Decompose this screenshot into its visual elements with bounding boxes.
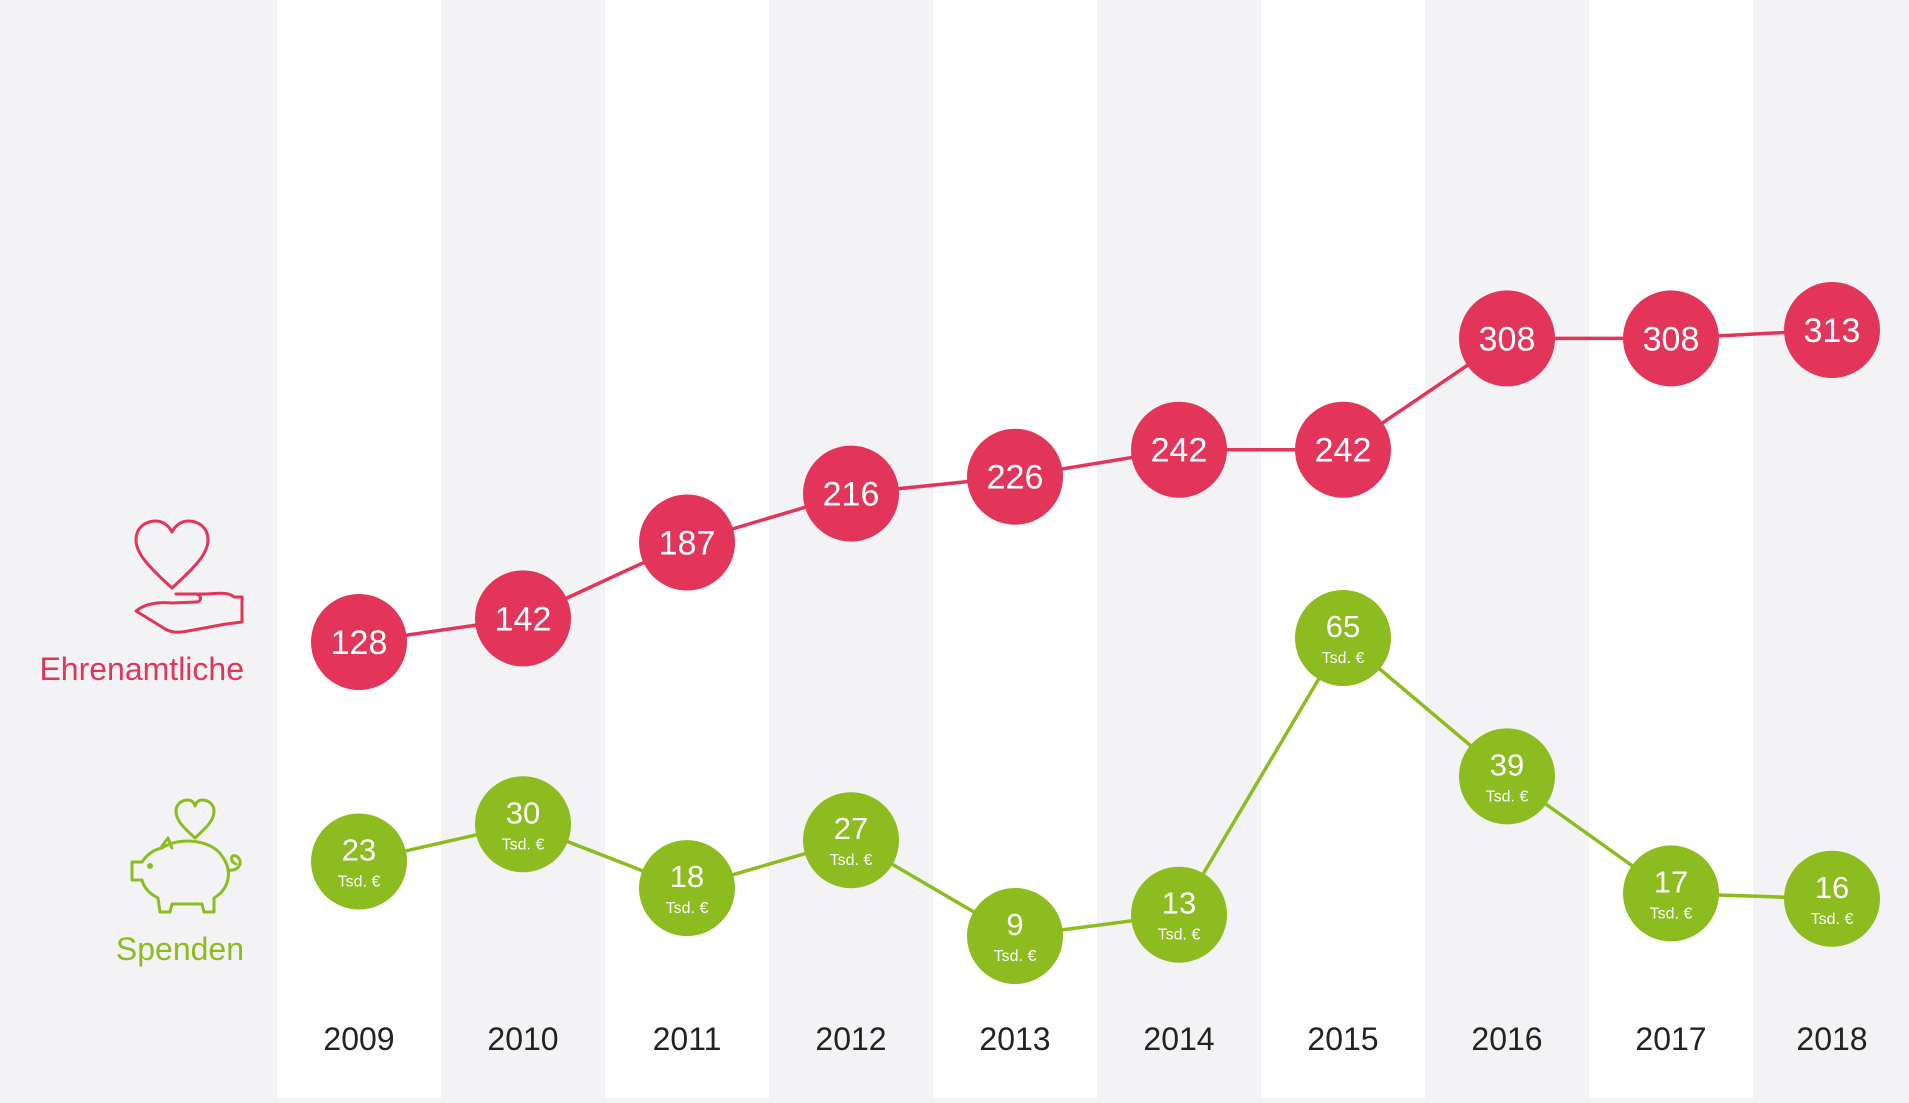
year-label-2017: 2017: [1635, 1021, 1706, 1057]
volunteers-value-label: 187: [659, 524, 716, 562]
donations-bubble: [639, 840, 735, 937]
donations-series-line: [358, 635, 1833, 938]
donations-value-label: 16: [1815, 870, 1849, 905]
donations-value-label: 30: [506, 795, 540, 830]
donations-unit-label: Tsd. €: [1322, 650, 1365, 667]
year-label-2014: 2014: [1143, 1021, 1214, 1057]
donations-bubble: [1131, 866, 1227, 963]
series-lines: [358, 328, 1833, 938]
donations-unit-label: Tsd. €: [338, 874, 381, 891]
donations-bubble: [967, 888, 1063, 984]
volunteers-point-2011: 187: [639, 494, 735, 591]
volunteers-bubble: [1131, 401, 1227, 498]
year-column-2015: [1261, 0, 1425, 1098]
donations-point-2017: 17 Tsd. €: [1623, 845, 1719, 942]
donations-bubble: [803, 792, 899, 889]
year-column-2009: [277, 0, 441, 1098]
volunteers-point-2010: 142: [475, 570, 571, 667]
donations-value-label: 18: [670, 859, 704, 894]
donations-bubble: [1295, 590, 1391, 686]
year-label-2011: 2011: [653, 1021, 722, 1057]
volunteers-point-2014: 242: [1131, 401, 1227, 498]
year-label-2010: 2010: [487, 1021, 558, 1057]
volunteers-point-2017: 308: [1623, 290, 1719, 387]
donations-bubble: [1784, 850, 1880, 947]
legend-label-donations: Spenden: [116, 931, 244, 967]
volunteers-bubble: [639, 494, 735, 591]
volunteers-value-label: 308: [1643, 320, 1700, 358]
volunteers-value-label: 226: [987, 459, 1044, 497]
donations-bubble: [311, 813, 407, 910]
volunteers-value-label: 242: [1151, 432, 1208, 470]
donations-value-label: 13: [1162, 886, 1196, 921]
donations-value-label: 17: [1654, 864, 1688, 899]
donations-unit-label: Tsd. €: [1158, 927, 1201, 944]
volunteers-point-2012: 216: [803, 445, 899, 542]
donations-point-2016: 39 Tsd. €: [1459, 728, 1555, 825]
donations-unit-label: Tsd. €: [1811, 911, 1854, 928]
donations-point-2012: 27 Tsd. €: [803, 792, 899, 889]
year-label-2012: 2012: [815, 1021, 886, 1057]
volunteers-point-2015: 242: [1295, 401, 1391, 498]
x-axis-tick-labels: 2009 2010 2011 2012 2013 2014 2015 2016 2017 2018: [323, 1021, 1867, 1057]
donations-point-2015: 65 Tsd. €: [1295, 590, 1391, 686]
donations-point-2014: 13 Tsd. €: [1131, 866, 1227, 963]
donations-unit-label: Tsd. €: [1486, 788, 1529, 805]
piggy-bank-heart-icon: [130, 798, 242, 914]
donations-value-label: 23: [342, 833, 376, 868]
donations-point-2011: 18 Tsd. €: [639, 840, 735, 937]
donations-value-label: 27: [834, 811, 868, 846]
volunteers-series-line: [358, 328, 1833, 644]
volunteers-value-label: 308: [1479, 320, 1536, 358]
volunteers-value-label: 216: [823, 476, 880, 514]
volunteers-bubble: [1459, 290, 1555, 387]
year-label-2013: 2013: [979, 1021, 1050, 1057]
donations-point-2018: 16 Tsd. €: [1784, 850, 1880, 947]
volunteers-bubble: [967, 428, 1063, 525]
volunteers-bubble: [1623, 290, 1719, 387]
volunteers-bubble: [803, 445, 899, 542]
donations-bubble: [1623, 845, 1719, 942]
donations-bubble: [1459, 728, 1555, 825]
donations-point-2010: 30 Tsd. €: [475, 776, 571, 873]
volunteers-point-2009: 128: [311, 594, 407, 690]
volunteers-value-label: 142: [495, 600, 552, 638]
legend-volunteers: Ehrenamtliche: [39, 519, 244, 687]
volunteers-value-label: 128: [331, 624, 388, 662]
legend-donations: Spenden: [116, 798, 244, 967]
donations-unit-label: Tsd. €: [830, 852, 873, 869]
donations-unit-label: Tsd. €: [502, 836, 545, 853]
year-label-2016: 2016: [1471, 1021, 1542, 1057]
year-label-2015: 2015: [1307, 1021, 1378, 1057]
donations-unit-label: Tsd. €: [666, 900, 709, 917]
donations-unit-label: Tsd. €: [1650, 905, 1693, 922]
donations-bubble: [475, 776, 571, 873]
volunteers-bubble: [1784, 282, 1880, 378]
year-label-2018: 2018: [1796, 1021, 1867, 1057]
volunteers-point-2016: 308: [1459, 290, 1555, 387]
donations-value-label: 9: [1006, 907, 1023, 942]
volunteers-point-2013: 226: [967, 428, 1063, 525]
volunteers-value-label: 242: [1315, 432, 1372, 470]
volunteers-bubble: [475, 570, 571, 667]
donations-unit-label: Tsd. €: [994, 948, 1037, 965]
volunteers-point-2018: 313: [1784, 282, 1880, 378]
volunteers-value-label: 313: [1804, 312, 1861, 350]
heart-in-hand-icon: [134, 519, 244, 634]
volunteers-bubble: [311, 594, 407, 690]
donations-point-2013: 9 Tsd. €: [967, 888, 1063, 984]
legend-label-volunteers: Ehrenamtliche: [39, 651, 244, 687]
donations-point-2009: 23 Tsd. €: [311, 813, 407, 910]
donations-value-label: 39: [1490, 747, 1524, 782]
volunteers-bubble: [1295, 401, 1391, 498]
year-label-2009: 2009: [323, 1021, 394, 1057]
donations-value-label: 65: [1326, 609, 1360, 644]
